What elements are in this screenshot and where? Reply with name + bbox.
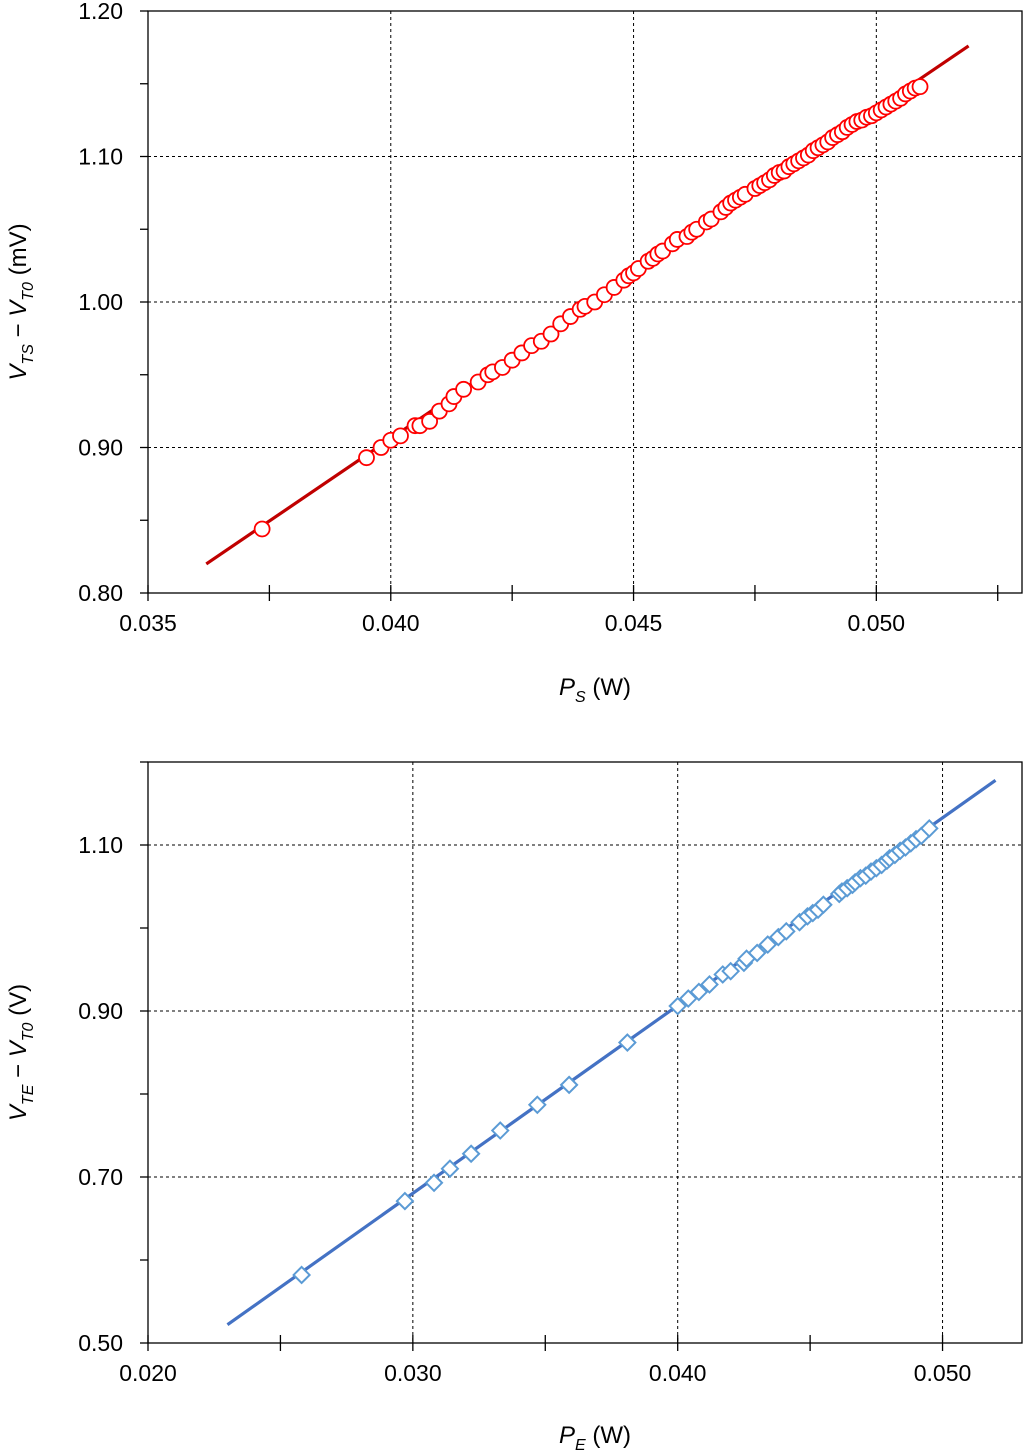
data-point (617, 1033, 637, 1052)
y-axis-unit: (mV) (5, 223, 32, 282)
x-tick-label: 0.030 (384, 1360, 442, 1386)
x-axis-symbol: P (559, 674, 575, 701)
data-point (421, 412, 439, 430)
y-axis-subscript-2: T0 (20, 1022, 37, 1041)
x-axis-subscript: S (575, 689, 586, 706)
data-point (292, 1265, 312, 1285)
y-tick-label: 0.90 (78, 998, 123, 1024)
data-point (668, 996, 688, 1016)
y-axis-minus: − (5, 317, 32, 344)
y-tick-label: 0.80 (78, 580, 123, 606)
y-tick-label: 0.90 (78, 435, 123, 461)
data-point (424, 1173, 444, 1193)
x-axis-title: PE (W) (559, 1422, 631, 1452)
x-tick-label: 0.040 (649, 1360, 707, 1386)
data-point (461, 1144, 481, 1164)
x-tick-label: 0.050 (914, 1360, 972, 1386)
y-axis-subscript-1: TE (20, 1084, 37, 1105)
y-axis-symbol-1: V (5, 1103, 32, 1121)
y-tick-label: 1.00 (78, 289, 123, 315)
data-point (395, 1191, 415, 1211)
data-point (721, 961, 741, 981)
data-point (455, 380, 473, 398)
data-point (542, 325, 560, 343)
chart-top-ps: 0.035 0.040 0.045 0.050 0.80 0.90 1.00 1.10 1.20… (5, 0, 1023, 706)
data-point (919, 818, 939, 838)
x-tick-label: 0.040 (362, 610, 420, 636)
y-tick-label: 0.70 (78, 1164, 123, 1190)
data-point (527, 1095, 547, 1115)
data-point (358, 449, 375, 467)
x-tick-label: 0.045 (605, 610, 663, 636)
x-axis-unit: (W) (586, 674, 631, 701)
data-point (689, 982, 709, 1002)
y-axis-symbol-2: V (5, 299, 32, 317)
x-axis-title: PS (W) (559, 674, 631, 706)
data-point (758, 935, 778, 955)
data-point (392, 427, 409, 445)
data-point (490, 1121, 510, 1140)
data-point (911, 78, 929, 96)
data-point (700, 975, 719, 994)
data-point (747, 943, 767, 963)
plot-frame (147, 761, 1023, 1344)
x-tick-label: 0.020 (119, 1360, 177, 1386)
x-axis-unit: (W) (586, 1422, 631, 1449)
y-axis-symbol-2: V (5, 1039, 32, 1057)
data-point (440, 1159, 460, 1179)
data-point (776, 921, 796, 941)
y-axis-symbol-1: V (5, 363, 32, 381)
y-axis-unit: (V) (5, 984, 32, 1023)
y-axis-subscript-2: T0 (20, 282, 37, 301)
chart-bottom-pe: 0.020 0.030 0.040 0.050 0.50 0.70 0.90 1.10 PE (… (5, 761, 1023, 1452)
x-axis-symbol: P (559, 1422, 575, 1449)
y-tick-label: 1.10 (78, 144, 123, 170)
x-tick-label: 0.050 (848, 610, 906, 636)
y-tick-label: 1.20 (78, 0, 123, 24)
y-axis-subscript-1: TS (20, 344, 37, 365)
y-axis-minus: − (5, 1057, 32, 1084)
x-tick-label: 0.035 (119, 610, 177, 636)
y-axis-title: VTS − VT0 (mV) (5, 223, 37, 380)
data-point (559, 1075, 579, 1095)
y-tick-label: 0.50 (78, 1330, 123, 1356)
data-point (253, 520, 271, 538)
y-tick-label: 1.10 (78, 832, 123, 858)
data-point (813, 895, 833, 915)
y-axis-title: VTE − VT0 (V) (5, 984, 37, 1121)
x-axis-subscript: E (575, 1437, 586, 1452)
